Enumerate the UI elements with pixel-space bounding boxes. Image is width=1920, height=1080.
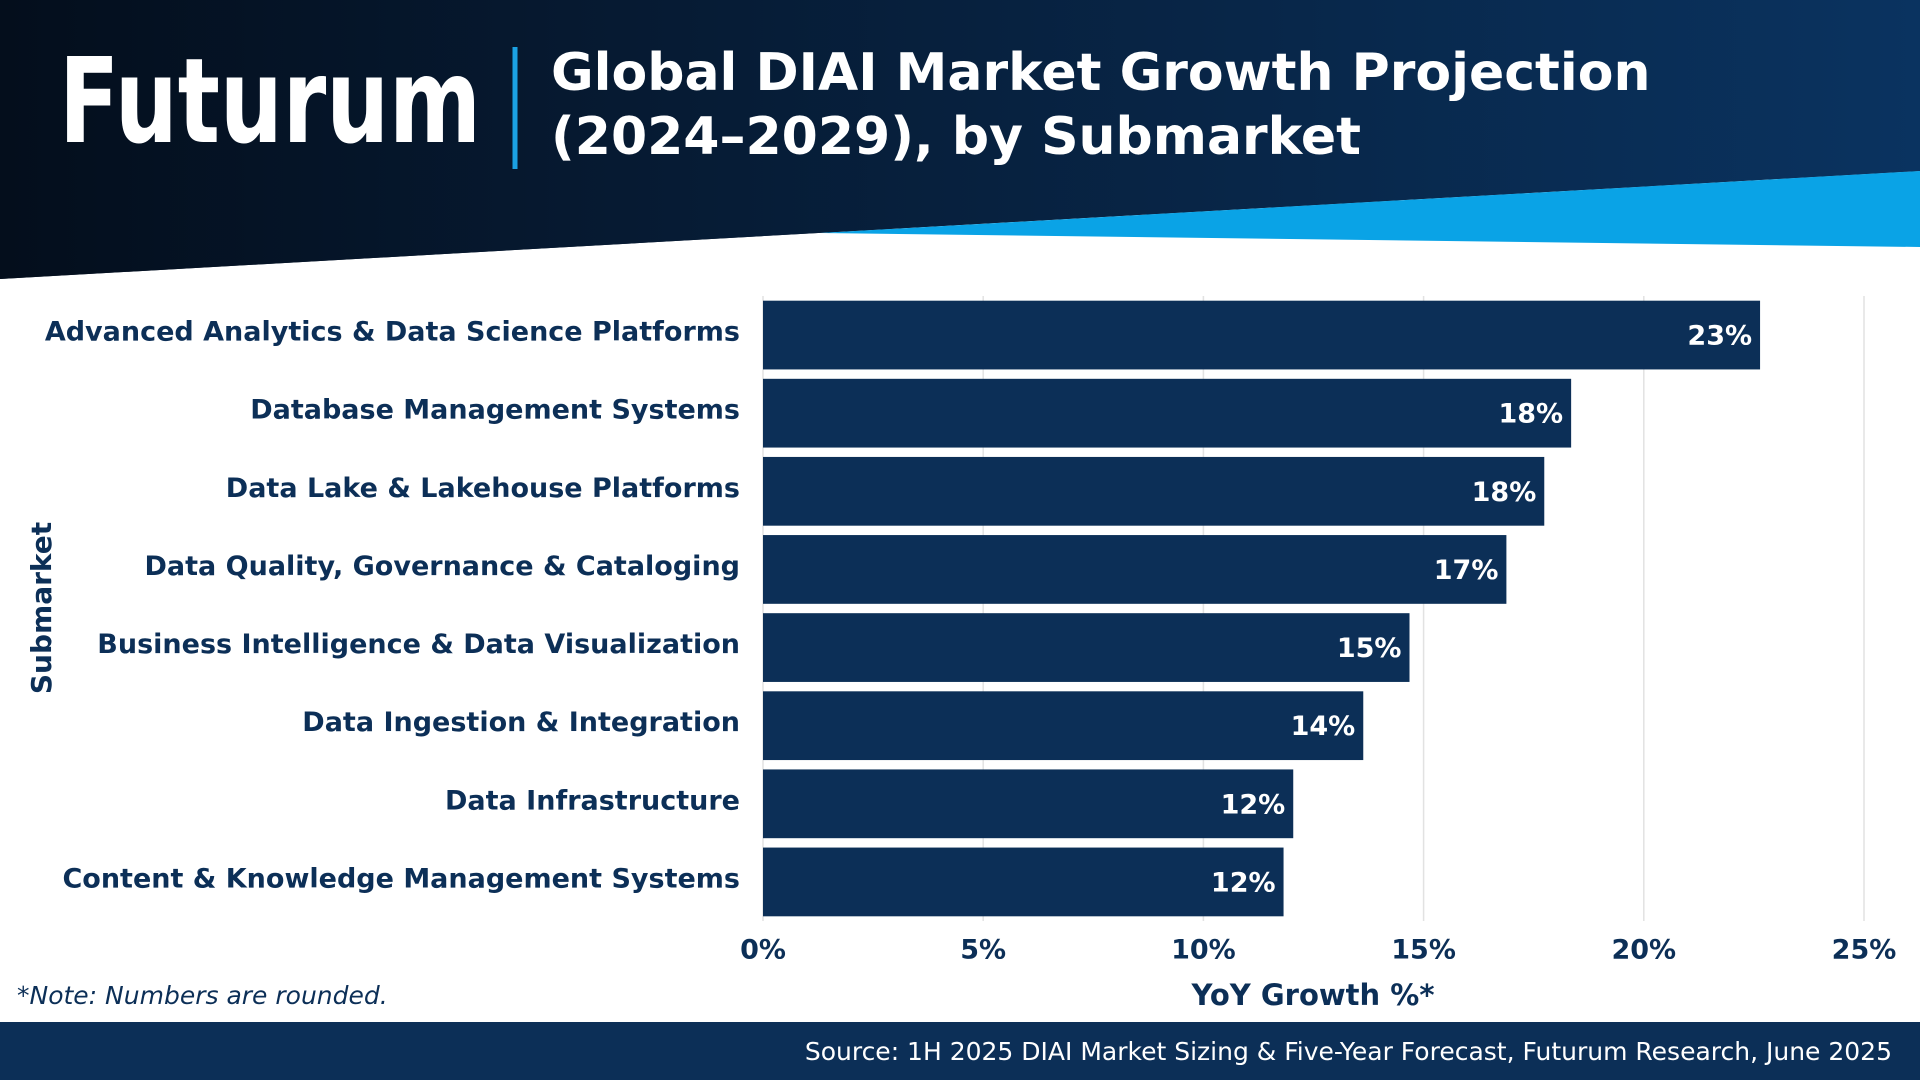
x-tick-label: 0% — [740, 935, 786, 966]
y-tick-label: Data Quality, Governance & Cataloging — [145, 551, 741, 582]
data-label: 17% — [1434, 555, 1499, 586]
bar — [763, 300, 1761, 370]
bar — [763, 847, 1284, 917]
header-accent — [820, 171, 1920, 247]
x-axis-label: YoY Growth %* — [1190, 978, 1434, 1012]
y-tick-label: Data Ingestion & Integration — [302, 707, 740, 738]
data-label: 23% — [1687, 321, 1752, 352]
plot: Advanced Analytics & Data Science Platfo… — [45, 300, 1761, 917]
bar — [763, 691, 1364, 761]
source: Source: 1H 2025 DIAI Market Sizing & Fiv… — [805, 1037, 1892, 1066]
y-tick-label: Business Intelligence & Data Visualizati… — [97, 629, 740, 660]
y-axis-label: Submarket — [25, 522, 58, 694]
data-label: 12% — [1221, 789, 1286, 820]
data-label: 14% — [1291, 711, 1356, 742]
y-tick-label: Data Infrastructure — [445, 785, 740, 816]
note: *Note: Numbers are rounded. — [17, 981, 388, 1010]
y-tick-label: Advanced Analytics & Data Science Platfo… — [45, 317, 740, 348]
bar — [763, 456, 1545, 526]
y-tick-label: Content & Knowledge Management Systems — [62, 863, 740, 894]
x-tick-label: 10% — [1171, 935, 1236, 966]
x-tick-label: 20% — [1611, 935, 1676, 966]
brand-logo: Futurum — [59, 32, 481, 170]
footer-band — [0, 1022, 1920, 1080]
y-tick-label: Database Management Systems — [250, 395, 740, 426]
bar — [763, 613, 1410, 682]
grid: 0% 5% 10% 15% 20% 25% — [740, 296, 1896, 966]
chart-title-line: (2024–2029), by Submarket — [551, 107, 1361, 167]
y-tick-label: Data Lake & Lakehouse Platforms — [226, 473, 740, 504]
bar — [763, 378, 1572, 448]
header-gradient — [0, 0, 1920, 279]
data-label: 12% — [1211, 867, 1276, 898]
x-tick-label: 15% — [1391, 935, 1456, 966]
chart-title-line: Global DIAI Market Growth Projection — [551, 43, 1650, 103]
x-tick-label: 5% — [960, 935, 1006, 966]
bar — [763, 769, 1294, 839]
x-tick-label: 25% — [1832, 935, 1897, 966]
data-label: 15% — [1337, 633, 1402, 664]
bar — [763, 535, 1507, 604]
data-label: 18% — [1472, 477, 1537, 508]
data-label: 18% — [1498, 399, 1563, 430]
